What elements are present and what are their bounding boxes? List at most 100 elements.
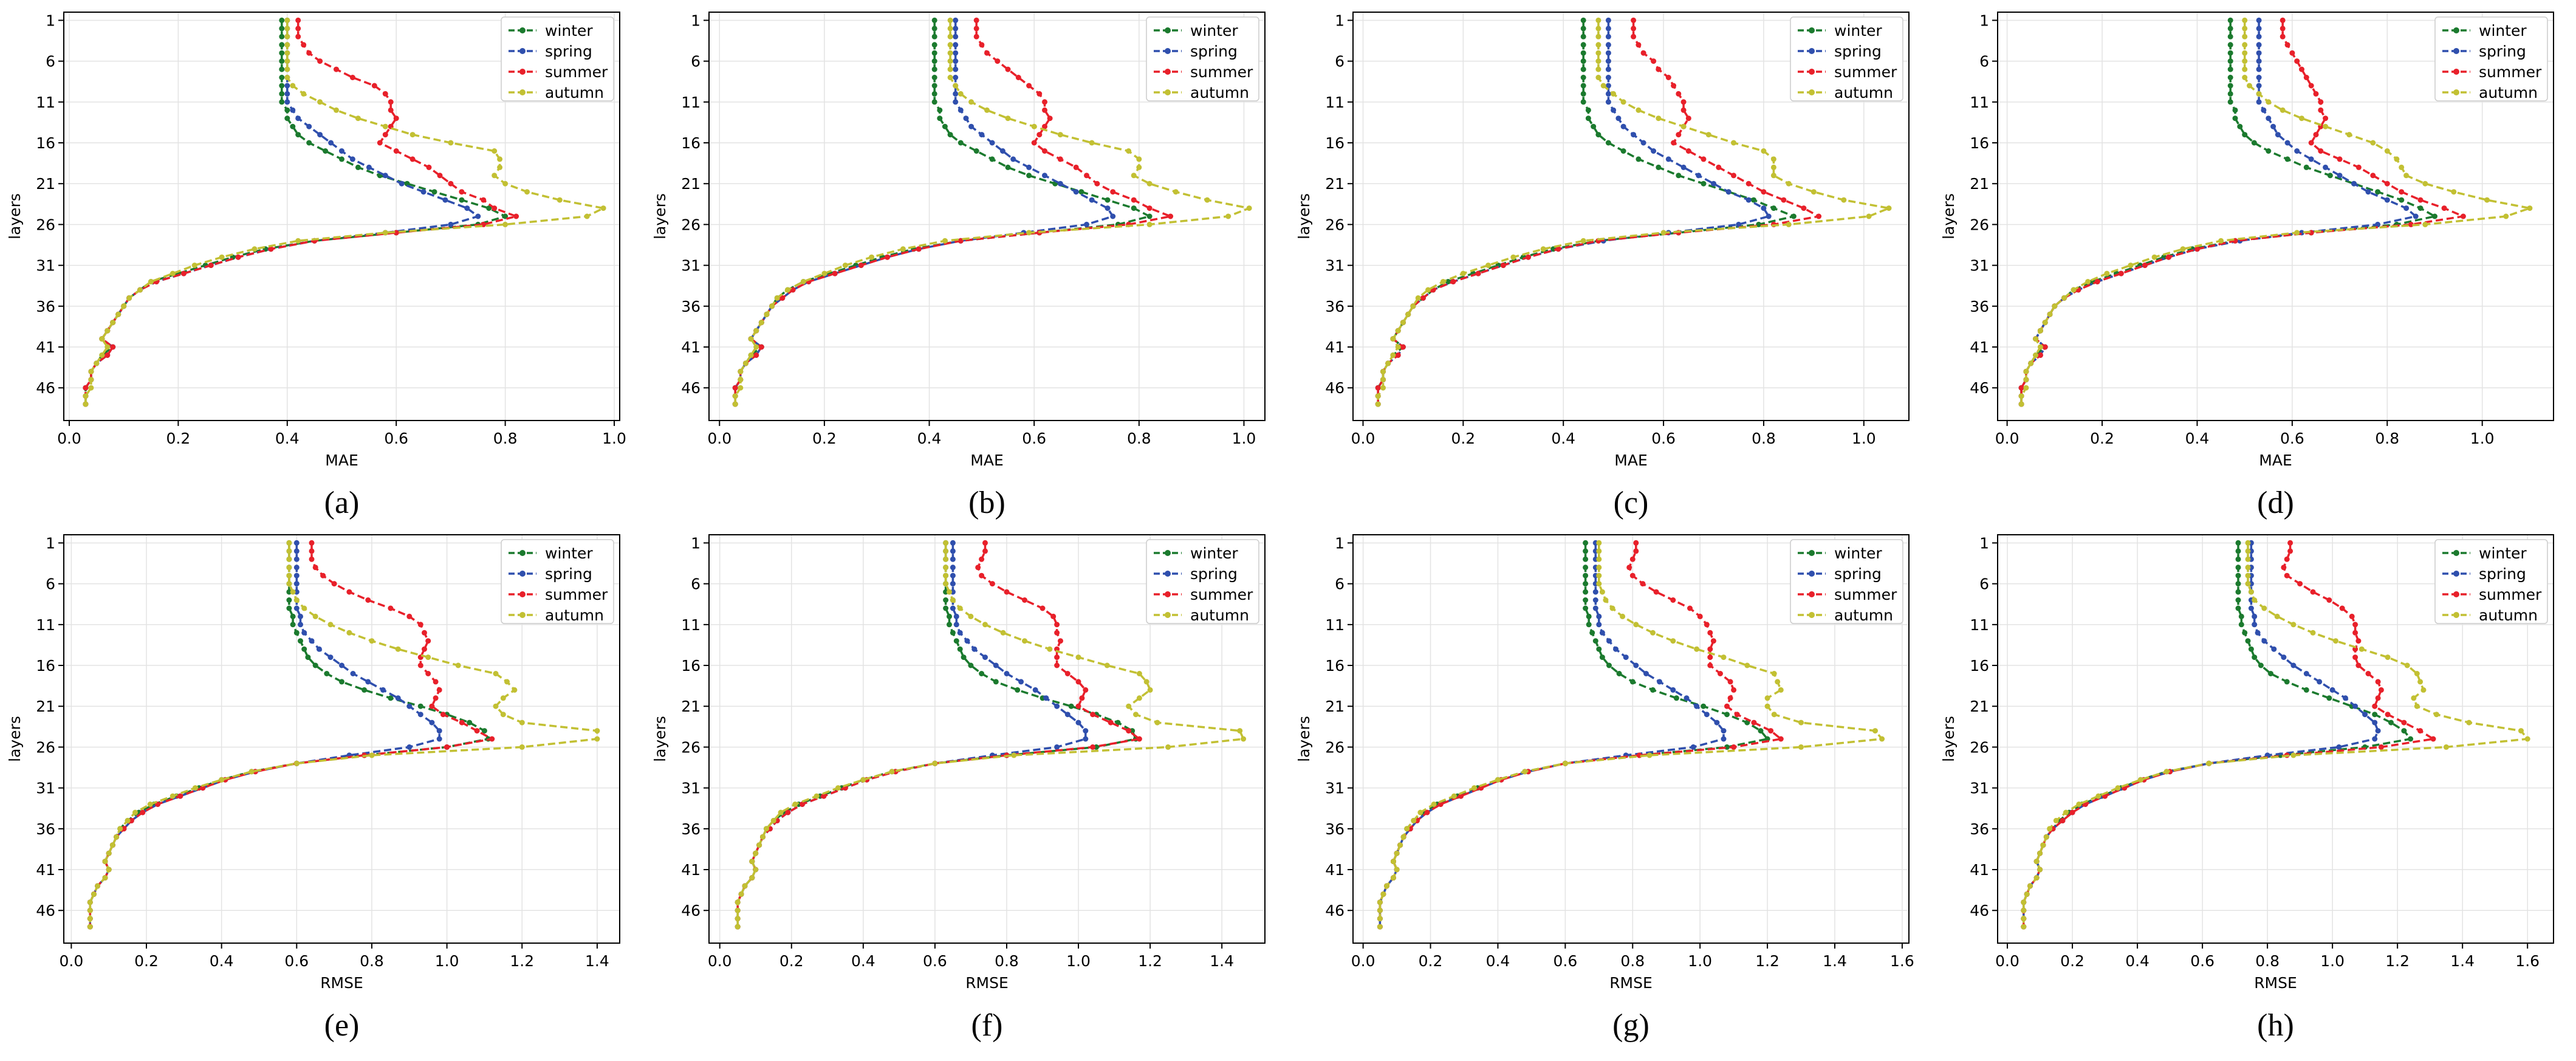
legend: winter spring summer autumn bbox=[2434, 539, 2548, 624]
legend-label-winter: winter bbox=[545, 544, 593, 562]
data-point bbox=[115, 311, 122, 317]
y-tick-label: 36 bbox=[36, 820, 55, 838]
data-point bbox=[1623, 654, 1629, 661]
series-autumn bbox=[732, 17, 1252, 407]
data-point bbox=[404, 180, 410, 187]
data-point bbox=[497, 164, 503, 170]
y-tick-label: 31 bbox=[681, 780, 701, 797]
data-point bbox=[1036, 132, 1043, 138]
data-point bbox=[1580, 66, 1586, 72]
y-tick-label: 41 bbox=[36, 861, 55, 879]
data-point bbox=[979, 132, 985, 138]
data-point bbox=[284, 99, 290, 105]
series-spring bbox=[2018, 17, 2419, 407]
y-tick-label: 6 bbox=[691, 575, 701, 593]
legend-marker-winter bbox=[2453, 550, 2459, 556]
data-point bbox=[2037, 867, 2043, 873]
data-point bbox=[382, 173, 388, 179]
y-tick-label: 21 bbox=[1970, 698, 1989, 715]
data-point bbox=[350, 671, 356, 676]
legend: winter spring summer autumn bbox=[501, 539, 614, 624]
data-point bbox=[388, 107, 394, 113]
data-point bbox=[2352, 622, 2358, 628]
data-point bbox=[1394, 850, 1400, 856]
data-point bbox=[989, 581, 995, 587]
data-point bbox=[1629, 556, 1636, 562]
data-point bbox=[2232, 107, 2238, 113]
data-point bbox=[1583, 565, 1589, 571]
data-point bbox=[1460, 270, 1466, 276]
data-point bbox=[2251, 140, 2257, 146]
data-point bbox=[2484, 197, 2490, 203]
data-point bbox=[481, 197, 487, 203]
legend-marker-spring bbox=[1165, 48, 1171, 54]
data-point bbox=[1656, 66, 1662, 72]
x-tick-label: 0.0 bbox=[1351, 430, 1375, 447]
x-tick-label: 0.8 bbox=[1620, 952, 1645, 970]
data-point bbox=[1054, 622, 1060, 628]
data-point bbox=[2351, 180, 2357, 187]
data-point bbox=[1585, 107, 1591, 113]
y-tick-label: 21 bbox=[1325, 175, 1345, 193]
data-point bbox=[279, 66, 285, 72]
data-point bbox=[306, 140, 312, 146]
data-point bbox=[448, 180, 454, 187]
legend-frame bbox=[1146, 16, 1259, 101]
data-point bbox=[1068, 703, 1074, 709]
data-point bbox=[371, 83, 377, 89]
data-point bbox=[2372, 712, 2378, 718]
data-point bbox=[1727, 695, 1733, 701]
data-point bbox=[953, 66, 959, 72]
data-point bbox=[298, 613, 303, 619]
data-point bbox=[1731, 687, 1737, 693]
y-tick-label: 6 bbox=[691, 53, 701, 70]
data-point bbox=[1168, 213, 1174, 219]
data-point bbox=[2417, 205, 2424, 211]
data-point bbox=[973, 148, 979, 154]
legend-marker-autumn bbox=[1809, 612, 1815, 618]
data-point bbox=[1694, 646, 1700, 652]
y-tick-label: 31 bbox=[1970, 780, 1989, 797]
data-point bbox=[1054, 744, 1060, 750]
data-point bbox=[284, 17, 290, 23]
legend-label-autumn: autumn bbox=[1190, 606, 1249, 624]
data-point bbox=[1064, 712, 1070, 718]
x-axis-label: MAE bbox=[325, 452, 358, 469]
data-point bbox=[748, 336, 754, 342]
data-point bbox=[504, 679, 510, 685]
data-point bbox=[492, 148, 498, 154]
legend-label-winter: winter bbox=[1190, 544, 1238, 562]
data-point bbox=[1380, 368, 1386, 374]
data-point bbox=[989, 156, 995, 162]
y-tick-label: 16 bbox=[36, 657, 55, 675]
legend-label-winter: winter bbox=[2479, 544, 2527, 562]
data-point bbox=[1605, 75, 1611, 80]
data-point bbox=[2033, 336, 2039, 342]
data-point bbox=[180, 270, 187, 276]
data-point bbox=[1032, 687, 1038, 693]
data-point bbox=[2018, 401, 2024, 407]
data-point bbox=[2432, 213, 2437, 219]
data-point bbox=[1872, 728, 1878, 734]
data-point bbox=[2441, 205, 2447, 211]
data-point bbox=[99, 352, 105, 358]
data-point bbox=[1816, 213, 1822, 219]
data-point bbox=[290, 613, 296, 619]
data-point bbox=[2235, 581, 2241, 587]
data-point bbox=[1054, 662, 1060, 668]
data-point bbox=[2021, 924, 2027, 930]
series-line-summer bbox=[89, 543, 493, 927]
data-point bbox=[1136, 164, 1142, 170]
data-point bbox=[982, 548, 988, 554]
y-tick-label: 31 bbox=[36, 257, 55, 275]
data-point bbox=[1094, 180, 1100, 187]
data-point bbox=[2235, 605, 2241, 611]
y-tick-label: 1 bbox=[46, 534, 55, 552]
data-point bbox=[2378, 687, 2384, 693]
data-point bbox=[2235, 540, 2241, 546]
data-point bbox=[1801, 205, 1807, 211]
x-tick-label: 1.2 bbox=[1138, 952, 1162, 970]
data-point bbox=[770, 817, 776, 823]
data-point bbox=[931, 42, 937, 48]
data-point bbox=[1580, 83, 1586, 89]
